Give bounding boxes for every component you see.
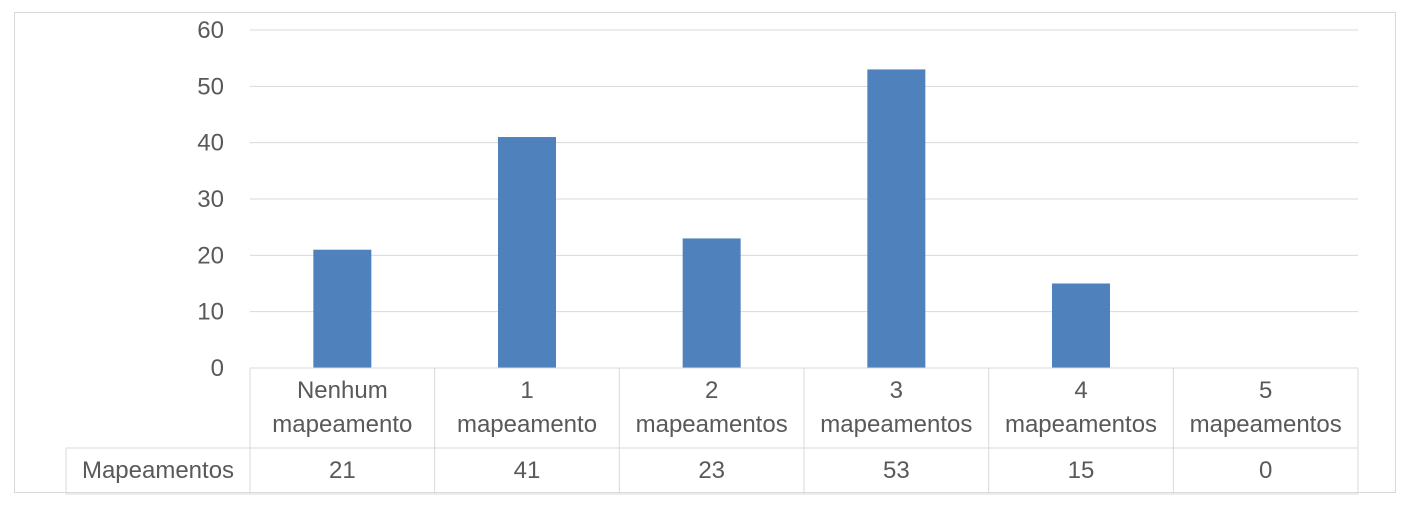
series-name-label: Mapeamentos: [82, 457, 234, 484]
x-tick-label: 5: [1259, 377, 1272, 404]
data-label: 23: [698, 457, 725, 484]
data-label: 15: [1068, 457, 1095, 484]
x-tick-label: mapeamento: [457, 411, 597, 438]
bar: [313, 249, 372, 368]
y-tick-label: 20: [197, 242, 224, 269]
x-tick-label: 2: [705, 377, 718, 404]
y-tick-label: 60: [197, 17, 224, 44]
x-tick-label: 4: [1074, 377, 1087, 404]
data-label: 53: [883, 457, 910, 484]
y-tick-label: 10: [197, 299, 224, 326]
x-tick-label: mapeamento: [272, 411, 412, 438]
y-tick-label: 40: [197, 130, 224, 157]
x-tick-label: mapeamentos: [636, 411, 788, 438]
bar: [682, 238, 741, 368]
data-label: 21: [329, 457, 356, 484]
data-label: 41: [514, 457, 541, 484]
bar: [498, 137, 556, 368]
x-tick-label: 1: [520, 377, 533, 404]
y-tick-label: 50: [197, 73, 224, 100]
y-tick-label: 0: [211, 355, 224, 382]
bar: [867, 69, 926, 368]
x-tick-label: mapeamentos: [1005, 411, 1157, 438]
data-label: 0: [1259, 457, 1272, 484]
x-tick-label: 3: [890, 377, 903, 404]
x-tick-label: mapeamentos: [820, 411, 972, 438]
bar: [1052, 283, 1110, 368]
x-tick-label: Nenhum: [297, 377, 388, 404]
y-tick-label: 30: [197, 186, 224, 213]
x-tick-label: mapeamentos: [1190, 411, 1342, 438]
